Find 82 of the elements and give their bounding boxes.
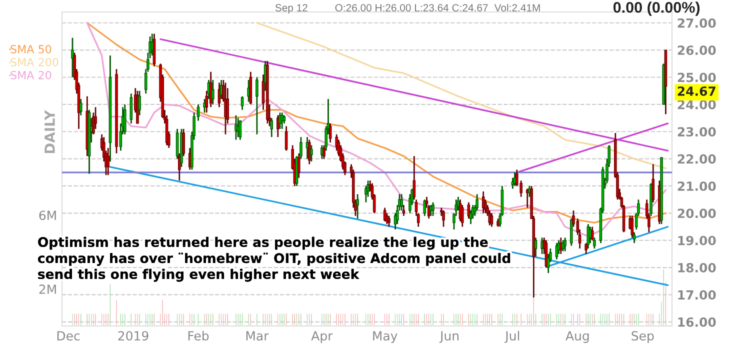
candlestick [400,193,403,212]
candlestick [310,144,313,162]
y-tick-label: 20.00 [678,208,716,218]
text: O:26.00 H:26.00 L:23.64 C:24.67 [335,4,488,12]
y-tick-label: 21.00 [678,181,716,191]
bar [129,312,133,326]
candlestick [182,128,185,157]
candlestick [562,240,564,252]
y-tick-label: 26.00 [678,46,716,55]
annotation: 0.00 (0.00%) [613,2,700,16]
bar [519,312,523,326]
x-tick-label: Mar [246,331,269,341]
candlestick [534,236,538,258]
y-tick-label: 16.00 [678,317,716,327]
bar [578,312,582,326]
candlestick [632,232,636,244]
candlestick [178,152,181,182]
bar [328,312,332,326]
y2-tick-label: 6M [39,210,56,220]
annotation: Sep 12 [275,4,308,14]
y-tick-label: 25.00 [678,72,716,82]
candlestick [652,164,655,203]
x-tick-label: Feb [188,330,209,341]
candlestick [236,117,240,138]
x-tick-label: Jul [504,330,520,343]
candlestick [590,226,594,242]
y-tick-label: 27.00 [678,18,716,28]
bar [416,312,420,326]
bar [284,312,288,326]
x-tick-label: Dec [57,331,80,341]
x-tick-label: 2019 [118,331,148,341]
line-series [256,22,667,170]
candlestick [322,144,326,160]
candlestick [138,90,141,116]
candlestick [150,33,154,56]
candlestick [238,120,242,140]
bar [622,312,626,326]
y-tick-label: 24.00 [678,100,716,110]
candlestick [328,122,332,144]
candlestick [402,204,406,217]
legend-label: SMA 50 [10,44,52,54]
candlestick [388,215,390,228]
legend-label: SMA 20 [10,70,52,80]
candlestick [176,128,179,160]
candlestick [442,210,445,228]
candlestick [490,212,494,228]
y-tick-label: 22.00 [678,154,716,164]
candlestick [593,236,596,250]
candlestick [297,152,300,179]
y2-tick-label: 2M [39,284,56,294]
bar [196,312,200,326]
y-tick-label: 19.00 [678,236,716,246]
candlestick [412,155,416,200]
text: Vol:2.41M [494,4,540,12]
x-tick-label: Apr [311,331,333,343]
bar [372,312,376,326]
candlestick [356,193,359,220]
candlestick [256,76,258,136]
x-tick-label: Sep [632,331,654,343]
candlestick [300,136,302,160]
candlestick [106,147,110,176]
text: DAILY [44,110,55,154]
candlestick [570,218,573,246]
candlestick [270,117,274,138]
candlestick [584,242,588,255]
candlestick [71,37,74,78]
candlestick [432,202,434,217]
candlestick [280,112,284,130]
x-tick-label: May [373,331,398,343]
y-tick-label: 17.00 [678,290,716,300]
y-tick-label: 18.00 [678,263,716,272]
bar [240,312,244,326]
annotation: 24.67 [678,86,716,96]
candlestick [212,79,214,106]
bar [108,282,112,326]
legend-label: SMA 200 [10,58,58,66]
bar [255,312,259,326]
y-tick-label: 23.00 [678,127,716,137]
candlestick [564,236,566,252]
x-tick-label: Jun [439,331,459,343]
x-tick-label: Aug [566,331,589,343]
candlestick [79,98,82,116]
